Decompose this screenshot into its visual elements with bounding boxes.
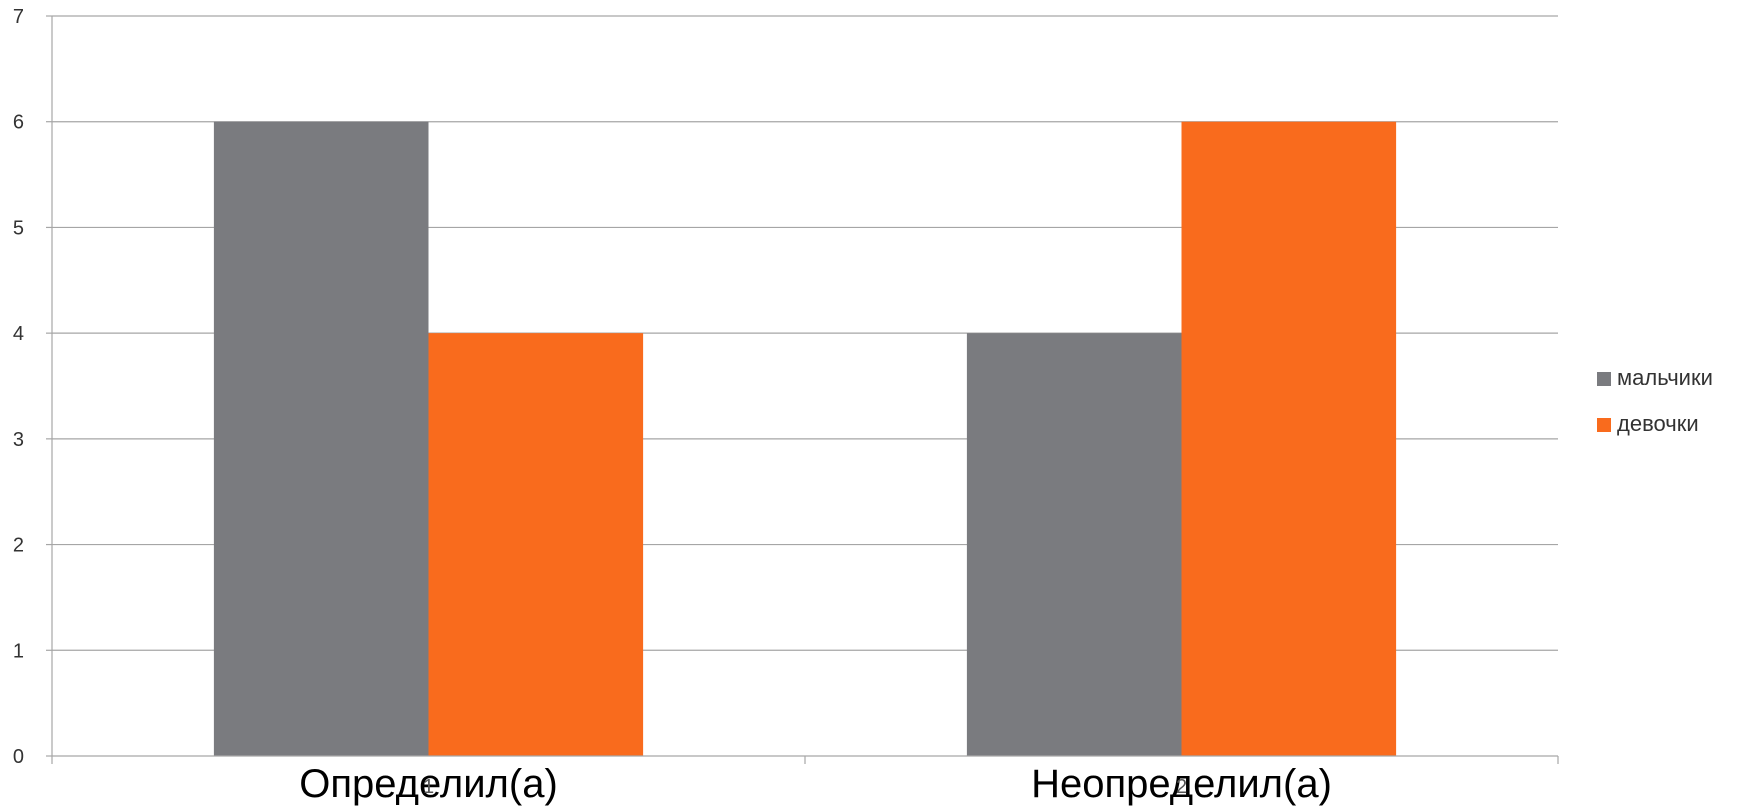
y-tick-label: 6 — [13, 112, 24, 134]
x-tick-label: 1 — [423, 776, 434, 798]
y-tick-label: 0 — [13, 746, 24, 768]
y-tick-label: 4 — [13, 323, 24, 345]
axes — [46, 15, 1559, 764]
legend-label: девочки — [1617, 411, 1699, 436]
bar-girls-2 — [1181, 121, 1397, 756]
y-tick-label: 1 — [13, 640, 24, 662]
y-tick-label: 7 — [13, 6, 24, 28]
y-tick-labels: 0 1 2 3 4 5 6 7 — [13, 6, 24, 768]
x-tick-label: 2 — [1176, 776, 1187, 798]
legend-swatch — [1597, 372, 1611, 386]
y-tick-label: 3 — [13, 429, 24, 451]
legend-label: мальчики — [1617, 365, 1713, 390]
legend-swatch — [1597, 418, 1611, 432]
bars — [213, 121, 1397, 756]
bar-boys-2 — [966, 333, 1182, 756]
x-category-caption: Неопределил(а) — [1031, 762, 1332, 806]
bar-girls-1 — [428, 333, 644, 756]
y-tick-label: 5 — [13, 217, 24, 239]
y-tick-label: 2 — [13, 535, 24, 557]
bar-boys-1 — [213, 121, 429, 756]
x-category-caption: Определил(а) — [299, 762, 558, 806]
x-tick-labels: Определил(а)1 Неопределил(а)2 — [299, 762, 1332, 806]
legend: мальчики девочки — [1597, 365, 1713, 436]
